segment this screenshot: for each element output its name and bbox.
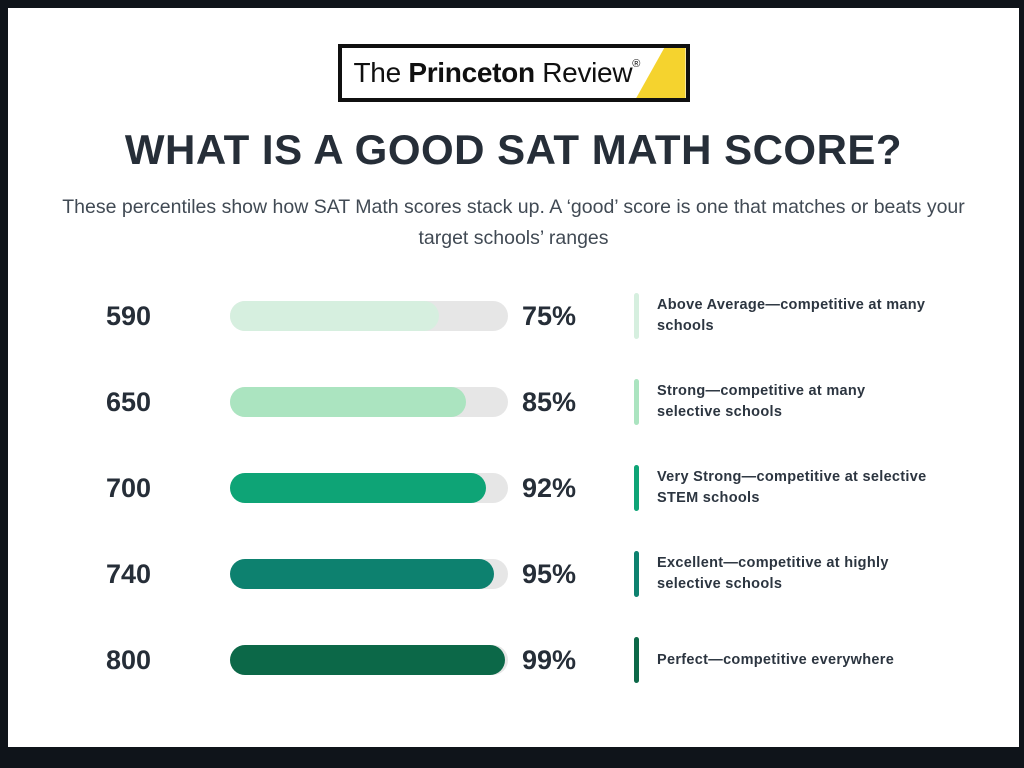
chart-row-590: 590 75% Above Average—competitive at man… — [8, 288, 1019, 344]
row-description: Very Strong—competitive at selective STE… — [657, 468, 927, 507]
score-label: 740 — [106, 558, 152, 589]
chart-row-800: 800 99% Perfect—competitive everywhere — [8, 632, 1019, 688]
category-tick — [634, 293, 639, 340]
bar-track — [230, 387, 508, 418]
row-description: Perfect—competitive everywhere — [657, 651, 895, 668]
percentile-label: 75% — [522, 300, 577, 331]
percentile-label: 99% — [522, 644, 577, 675]
score-label: 650 — [106, 386, 152, 417]
bar-fill — [230, 645, 506, 676]
percentile-label: 95% — [522, 558, 577, 589]
score-label: 700 — [106, 472, 152, 503]
sat-math-percentile-chart: 590 75% Above Average—competitive at man… — [8, 288, 1019, 688]
registered-mark: ® — [632, 58, 641, 70]
page-subtitle: These percentiles show how SAT Math scor… — [62, 196, 965, 250]
category-tick — [634, 379, 639, 426]
logo-yellow-triangle-icon — [636, 48, 686, 98]
row-description: Above Average—competitive at many school… — [657, 296, 926, 335]
bar-track — [230, 645, 508, 676]
category-tick — [634, 465, 639, 512]
princeton-review-logo: The Princeton Review ® — [337, 44, 690, 102]
bar-fill — [230, 559, 495, 590]
bar-fill — [230, 473, 486, 504]
logo-text-the: The — [353, 57, 409, 88]
bar-track — [230, 559, 508, 590]
chart-row-700: 700 92% Very Strong—competitive at selec… — [8, 460, 1019, 516]
row-description: Strong—competitive at many selective sch… — [657, 382, 866, 421]
chart-row-740: 740 95% Excellent—competitive at highly … — [8, 546, 1019, 602]
category-tick — [634, 637, 639, 684]
category-tick — [634, 551, 639, 598]
score-label: 590 — [106, 300, 152, 331]
bar-fill — [230, 387, 467, 418]
bar-fill — [230, 301, 439, 332]
row-description: Excellent—competitive at highly selectiv… — [657, 554, 889, 593]
logo-text-princeton: Princeton — [408, 57, 535, 88]
score-label: 800 — [106, 644, 152, 675]
page-title: WHAT IS A GOOD SAT MATH SCORE? — [124, 126, 903, 173]
percentile-label: 92% — [522, 472, 577, 503]
chart-row-650: 650 85% Strong—competitive at many selec… — [8, 374, 1019, 430]
bar-track — [230, 473, 508, 504]
logo-text-review: Review — [534, 57, 633, 88]
bar-track — [230, 301, 508, 332]
percentile-label: 85% — [522, 386, 577, 417]
